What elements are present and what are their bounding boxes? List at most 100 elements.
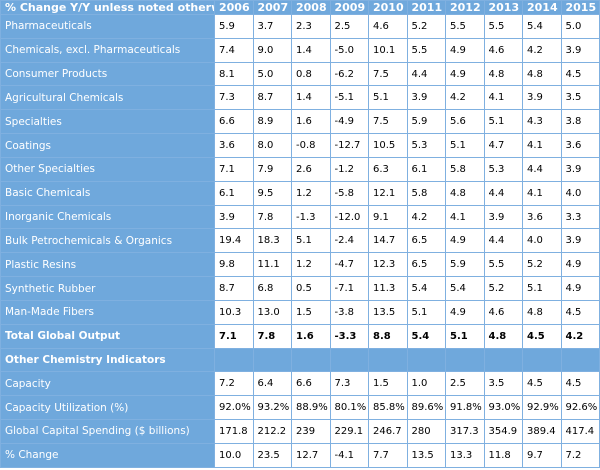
cell: -3.3 [329, 323, 369, 349]
row-label: Other Specialties [0, 156, 215, 182]
cell: 5.2 [483, 276, 523, 301]
year-header: 2008 [291, 0, 331, 15]
cell: 3.6 [522, 204, 562, 230]
table-row: Basic Chemicals 6.1 9.5 1.2 -5.8 12.1 5.8 4.8 4.… [0, 180, 600, 206]
cell: 4.3 [522, 109, 562, 135]
cell: 18.3 [252, 228, 292, 254]
cell: -12.7 [329, 133, 369, 158]
table-row: Plastic Resins 9.8 11.1 1.2 -4.7 12.3 6.5 5.9 5.… [0, 252, 600, 278]
cell: 7.5 [368, 61, 408, 87]
cell: 5.5 [406, 37, 446, 63]
cell: -1.3 [291, 204, 331, 230]
cell: 4.9 [445, 37, 485, 63]
cell: 93.0% [483, 395, 523, 421]
cell: 4.8 [445, 180, 485, 206]
cell: 5.6 [445, 109, 485, 135]
cell: 8.0 [252, 133, 292, 158]
row-label: Inorganic Chemicals [0, 204, 215, 230]
cell: 2.6 [291, 156, 331, 182]
year-header: 2006 [214, 0, 254, 15]
cell: 6.6 [291, 371, 331, 397]
table-row: % Change 10.0 23.5 12.7 -4.1 7.7 13.5 13.3 11.8 9… [0, 442, 600, 469]
cell: 9.8 [214, 252, 254, 278]
cell: 5.1 [291, 228, 331, 254]
cell: 4.6 [483, 37, 523, 63]
cell: 239 [291, 419, 331, 444]
row-label: Agricultural Chemicals [0, 85, 215, 111]
cell: 7.1 [214, 323, 254, 349]
cell: 4.4 [522, 156, 562, 182]
cell: 7.1 [214, 156, 254, 182]
cell: 1.6 [291, 109, 331, 135]
cell [406, 347, 446, 373]
cell: 4.4 [483, 228, 523, 254]
cell [214, 347, 254, 373]
cell: 92.9% [522, 395, 562, 421]
row-label: Chemicals, excl. Pharmaceuticals [0, 37, 215, 63]
cell [329, 347, 369, 373]
cell: 229.1 [329, 419, 369, 444]
cell: 1.5 [291, 299, 331, 325]
cell: 4.8 [483, 61, 523, 87]
cell: 23.5 [252, 442, 292, 469]
cell: 5.4 [406, 323, 446, 349]
cell: 4.2 [522, 37, 562, 63]
row-label: Consumer Products [0, 61, 215, 87]
cell: 10.0 [214, 442, 254, 469]
cell: 6.5 [406, 252, 446, 278]
row-label: Capacity Utilization (%) [0, 395, 215, 421]
cell: 4.6 [368, 14, 408, 39]
cell: 5.3 [406, 133, 446, 158]
cell: 4.2 [445, 85, 485, 111]
cell: -7.1 [329, 276, 369, 301]
cell: 3.9 [560, 228, 600, 254]
cell: 1.5 [368, 371, 408, 397]
row-label: % Change [0, 442, 215, 469]
cell: 92.6% [560, 395, 600, 421]
cell: 3.9 [483, 204, 523, 230]
row-label: Other Chemistry Indicators [0, 347, 215, 373]
table-row: Global Capital Spending ($ billions) 171.… [0, 419, 600, 444]
cell: 3.8 [560, 109, 600, 135]
row-label: Coatings [0, 133, 215, 158]
cell: 0.8 [291, 61, 331, 87]
row-label: Global Capital Spending ($ billions) [0, 419, 215, 444]
cell: 4.5 [560, 299, 600, 325]
cell: -1.2 [329, 156, 369, 182]
cell: 7.5 [368, 109, 408, 135]
cell: 8.9 [252, 109, 292, 135]
table-row: Coatings 3.6 8.0 -0.8 -12.7 10.5 5.3 5.1 4.7 4.1 3… [0, 133, 600, 158]
cell: 9.7 [522, 442, 562, 469]
cell: 5.0 [560, 14, 600, 39]
cell: 7.9 [252, 156, 292, 182]
cell: 4.5 [522, 323, 562, 349]
cell: 4.7 [483, 133, 523, 158]
cell: 19.4 [214, 228, 254, 254]
cell: 11.3 [368, 276, 408, 301]
cell: 11.8 [483, 442, 523, 469]
row-label: Synthetic Rubber [0, 276, 215, 301]
cell: 5.3 [483, 156, 523, 182]
table-row: Total Global Output 7.1 7.8 1.6 -3.3 8.8 5.4 5.… [0, 323, 600, 349]
cell: 1.2 [291, 252, 331, 278]
cell: -4.1 [329, 442, 369, 469]
cell: 3.9 [406, 85, 446, 111]
row-label: Plastic Resins [0, 252, 215, 278]
cell: 12.1 [368, 180, 408, 206]
cell: 4.0 [560, 180, 600, 206]
cell [522, 347, 562, 373]
cell: 4.9 [560, 276, 600, 301]
cell: 89.6% [406, 395, 446, 421]
cell: -6.2 [329, 61, 369, 87]
cell: 9.1 [368, 204, 408, 230]
year-header: 2009 [329, 0, 369, 15]
cell: 4.5 [560, 61, 600, 87]
year-header: 2013 [483, 0, 523, 15]
row-label: Total Global Output [0, 323, 215, 349]
cell: 8.7 [252, 85, 292, 111]
cell: 5.1 [406, 299, 446, 325]
cell: 9.0 [252, 37, 292, 63]
cell: 6.5 [406, 228, 446, 254]
cell: 4.4 [483, 180, 523, 206]
